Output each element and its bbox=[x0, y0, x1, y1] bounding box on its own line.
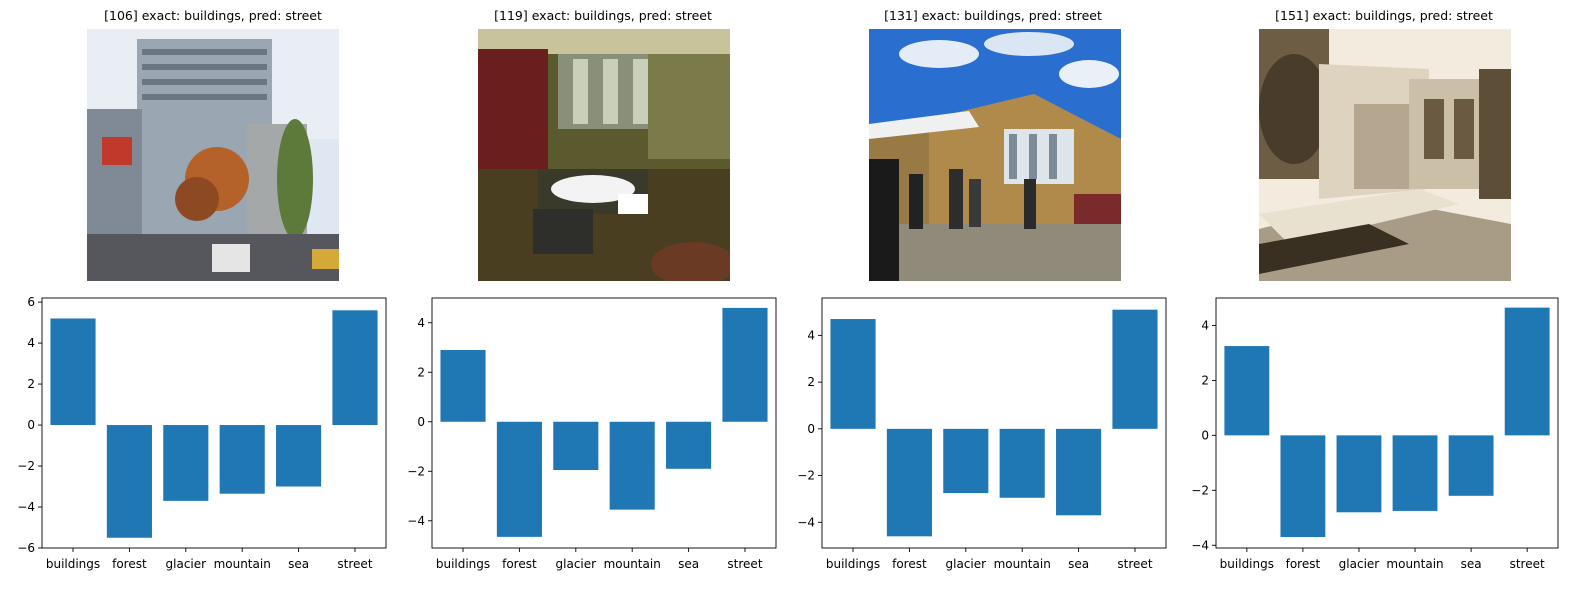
bar-sea bbox=[1448, 435, 1494, 496]
y-tick-label: 2 bbox=[1201, 373, 1209, 387]
x-tick-label: mountain bbox=[1386, 557, 1443, 571]
x-tick-label: mountain bbox=[214, 557, 271, 571]
x-tick-label: sea bbox=[1461, 557, 1482, 571]
x-tick-label: sea bbox=[678, 557, 699, 571]
panel-106: [106] exact: buildings, pred: street −6−… bbox=[0, 0, 390, 590]
bar-glacier bbox=[553, 421, 599, 471]
bar-street bbox=[1504, 307, 1550, 436]
panel-151: [151] exact: buildings, pred: street −4−… bbox=[1170, 0, 1590, 590]
bar-sea bbox=[1056, 428, 1102, 516]
x-tick-label: buildings bbox=[436, 557, 490, 571]
x-tick-label: forest bbox=[502, 557, 537, 571]
bar-buildings bbox=[440, 349, 486, 422]
bar-forest bbox=[886, 428, 932, 537]
bar-buildings bbox=[50, 318, 96, 426]
plot-frame bbox=[41, 297, 387, 549]
image-title: [119] exact: buildings, pred: street bbox=[494, 8, 712, 23]
bar-buildings bbox=[1224, 346, 1270, 436]
bar-forest bbox=[1280, 435, 1326, 538]
bar-mountain bbox=[1392, 435, 1438, 511]
y-tick-label: 2 bbox=[417, 365, 425, 379]
bar-forest bbox=[496, 421, 542, 537]
y-tick-label: −6 bbox=[17, 541, 35, 555]
y-tick-label: 4 bbox=[27, 336, 35, 350]
x-tick-label: glacier bbox=[946, 557, 987, 571]
image-title: [106] exact: buildings, pred: street bbox=[104, 8, 322, 23]
x-tick-label: street bbox=[1117, 557, 1152, 571]
x-tick-label: mountain bbox=[994, 557, 1051, 571]
x-tick-label: glacier bbox=[556, 557, 597, 571]
bar-forest bbox=[106, 425, 152, 538]
y-tick-label: −4 bbox=[797, 515, 815, 529]
bar-chart-131: −4 −2 0 2 4 buildings forest glacier mountain sea… bbox=[797, 297, 1167, 571]
x-tick-label: glacier bbox=[1339, 557, 1380, 571]
y-tick-label: 6 bbox=[27, 295, 35, 309]
city-street-photo bbox=[87, 29, 339, 281]
y-tick-label: −4 bbox=[17, 500, 35, 514]
y-tick-label: 4 bbox=[807, 328, 815, 342]
bar-glacier bbox=[163, 425, 209, 501]
bar-chart-119: −4 −2 0 2 4 buildings forest glacier mountain sea… bbox=[407, 297, 777, 571]
bar-glacier bbox=[943, 428, 989, 494]
bar-mountain bbox=[219, 425, 265, 494]
y-tick-label: 0 bbox=[27, 418, 35, 432]
x-tick-label: sea bbox=[1068, 557, 1089, 571]
sepia-building-photo bbox=[1259, 29, 1511, 281]
y-tick-label: 0 bbox=[417, 415, 425, 429]
bar-sea bbox=[666, 421, 712, 469]
lounge-photo bbox=[478, 29, 730, 281]
bar-mountain bbox=[999, 428, 1045, 498]
brick-building-photo bbox=[869, 29, 1121, 281]
x-tick-label: forest bbox=[892, 557, 927, 571]
x-tick-label: street bbox=[1510, 557, 1545, 571]
bar-street bbox=[722, 307, 768, 422]
y-tick-label: −4 bbox=[1191, 538, 1209, 552]
plot-frame bbox=[821, 297, 1167, 549]
bar-buildings bbox=[830, 319, 876, 429]
x-tick-label: mountain bbox=[604, 557, 661, 571]
y-tick-label: 0 bbox=[1201, 428, 1209, 442]
x-tick-label: sea bbox=[288, 557, 309, 571]
x-tick-label: buildings bbox=[826, 557, 880, 571]
y-tick-label: −2 bbox=[797, 469, 815, 483]
x-tick-label: forest bbox=[1286, 557, 1321, 571]
bar-chart-106: −6 −4 −2 0 2 4 6 buildings forest glacier mountain… bbox=[17, 295, 387, 571]
bar-chart-151: −4 −2 0 2 4 buildings forest glacier mountain sea… bbox=[1191, 297, 1559, 571]
y-tick-label: 2 bbox=[27, 377, 35, 391]
y-tick-label: 4 bbox=[417, 316, 425, 330]
x-tick-label: street bbox=[337, 557, 372, 571]
plot-frame bbox=[1215, 297, 1559, 549]
y-tick-label: −2 bbox=[17, 459, 35, 473]
x-tick-label: buildings bbox=[46, 557, 100, 571]
y-tick-label: 2 bbox=[807, 375, 815, 389]
panel-119: [119] exact: buildings, pred: street −4−… bbox=[390, 0, 780, 590]
y-tick-label: −4 bbox=[407, 514, 425, 528]
y-tick-label: −2 bbox=[407, 464, 425, 478]
image-title: [151] exact: buildings, pred: street bbox=[1275, 8, 1493, 23]
image-title: [131] exact: buildings, pred: street bbox=[884, 8, 1102, 23]
y-tick-label: 0 bbox=[807, 422, 815, 436]
plot-frame bbox=[431, 297, 777, 549]
x-tick-label: street bbox=[727, 557, 762, 571]
x-tick-label: buildings bbox=[1220, 557, 1274, 571]
bar-street bbox=[332, 310, 378, 426]
bar-sea bbox=[276, 425, 322, 487]
x-tick-label: glacier bbox=[166, 557, 207, 571]
y-tick-label: 4 bbox=[1201, 318, 1209, 332]
x-tick-label: forest bbox=[112, 557, 147, 571]
panel-131: [131] exact: buildings, pred: street −4−… bbox=[780, 0, 1170, 590]
bar-street bbox=[1112, 309, 1158, 429]
y-tick-label: −2 bbox=[1191, 483, 1209, 497]
bar-glacier bbox=[1336, 435, 1382, 513]
bar-mountain bbox=[609, 421, 655, 510]
